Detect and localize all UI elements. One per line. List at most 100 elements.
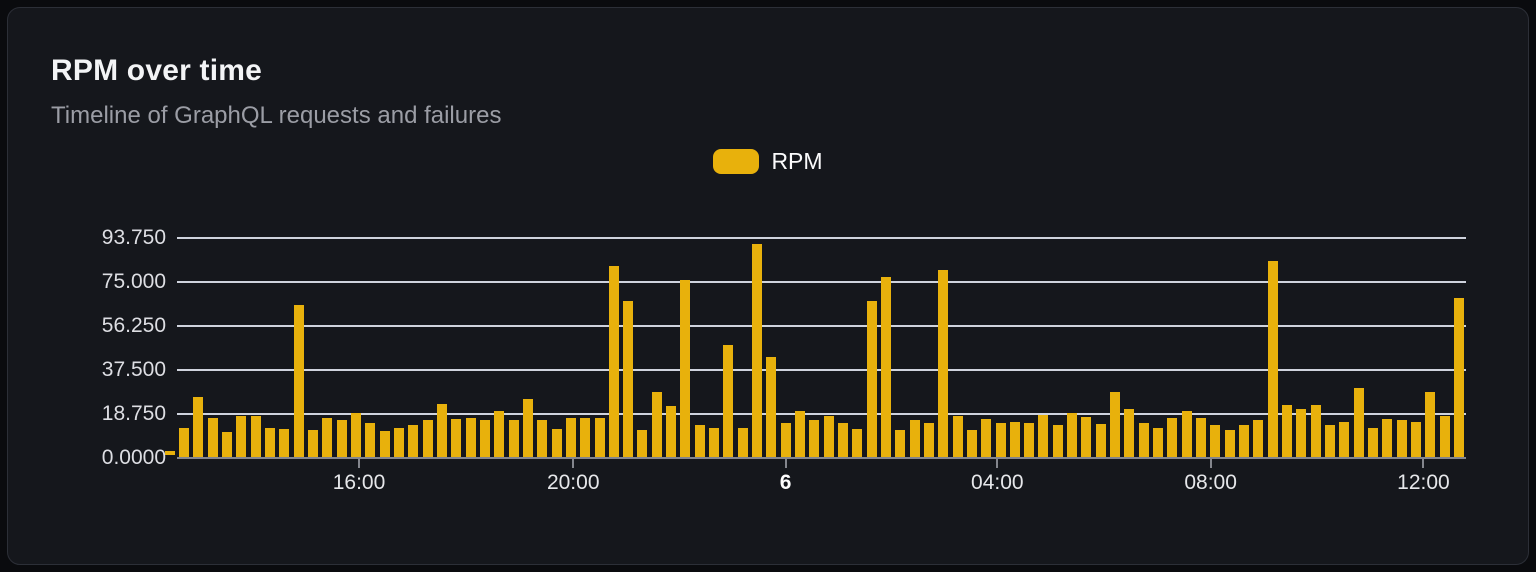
rpm-bar[interactable] [279,428,290,458]
rpm-bar[interactable] [308,429,319,458]
rpm-bar[interactable] [1181,411,1192,458]
rpm-bar[interactable] [479,420,490,458]
rpm-bar[interactable] [351,413,362,458]
rpm-bar[interactable] [494,411,505,458]
plot-area: 93.750 75.000 56.250 37.500 18.750 0.0000 16:0… [102,227,1466,494]
rpm-bar[interactable] [465,418,476,458]
rpm-bar[interactable] [436,404,447,458]
rpm-bar[interactable] [1367,427,1378,458]
rpm-bar[interactable] [1038,414,1049,458]
rpm-bar[interactable] [651,392,662,458]
rpm-bar[interactable] [895,429,906,458]
rpm-bar[interactable] [1382,419,1393,458]
rpm-bar[interactable] [250,415,261,458]
rpm-bar[interactable] [995,422,1006,458]
rpm-bar[interactable] [866,300,877,458]
rpm-bar[interactable] [365,422,376,458]
rpm-bar[interactable] [880,277,891,458]
rpm-bar[interactable] [1453,298,1464,458]
rpm-bar[interactable] [1196,418,1207,458]
rpm-bar[interactable] [780,422,791,458]
rpm-bar[interactable] [293,305,304,458]
gridline-75.000 [177,281,1466,283]
rpm-bar[interactable] [1009,421,1020,458]
rpm-bar[interactable] [1081,416,1092,458]
rpm-bar[interactable] [1024,422,1035,458]
rpm-bar[interactable] [1253,420,1264,458]
rpm-bar[interactable] [322,418,333,458]
rpm-bar[interactable] [966,429,977,458]
rpm-bar[interactable] [1124,408,1135,458]
rpm-bar[interactable] [1410,421,1421,458]
rpm-bar[interactable] [1396,420,1407,458]
rpm-bar[interactable] [565,418,576,458]
rpm-bar[interactable] [1439,415,1450,458]
rpm-bar[interactable] [451,419,462,458]
rpm-bar[interactable] [952,415,963,458]
rpm-bar[interactable] [1210,425,1221,458]
rpm-bar[interactable] [393,427,404,458]
rpm-bar[interactable] [336,420,347,458]
rpm-bar[interactable] [737,427,748,458]
rpm-bar[interactable] [852,428,863,458]
rpm-bar[interactable] [1067,413,1078,458]
rpm-bar[interactable] [666,406,677,458]
rpm-bar[interactable] [680,279,691,458]
x-axis-tick [784,458,787,468]
rpm-bar[interactable] [709,427,720,458]
rpm-bar[interactable] [222,432,233,458]
rpm-bar[interactable] [236,415,247,458]
rpm-bar[interactable] [1310,405,1321,458]
rpm-bar[interactable] [909,420,920,458]
x-axis-label: 20:00 [546,471,600,494]
rpm-bar[interactable] [193,397,204,458]
rpm-bar[interactable] [1167,418,1178,458]
gridline-18.750 [177,413,1466,415]
rpm-bar[interactable] [1095,423,1106,458]
rpm-bar[interactable] [981,419,992,458]
rpm-bar[interactable] [1052,425,1063,458]
rpm-bar[interactable] [795,411,806,458]
rpm-bar[interactable] [1425,392,1436,458]
rpm-bar[interactable] [608,265,619,458]
x-axis-label: 04:00 [971,471,1024,494]
rpm-bar[interactable] [752,244,763,458]
rpm-bar[interactable] [1324,425,1335,458]
rpm-bar[interactable] [938,270,949,458]
rpm-bar[interactable] [1239,425,1249,458]
rpm-bar[interactable] [551,428,562,458]
rpm-bar[interactable] [623,300,634,458]
rpm-bar[interactable] [1153,427,1164,458]
rpm-bar[interactable] [522,399,533,458]
rpm-bar[interactable] [408,425,419,458]
rpm-bar[interactable] [594,418,605,458]
rpm-bar[interactable] [1296,408,1307,458]
rpm-bar[interactable] [723,345,734,458]
rpm-bar[interactable] [422,420,433,458]
rpm-bar[interactable] [179,427,190,458]
rpm-bar[interactable] [1281,405,1292,458]
rpm-bar[interactable] [1110,392,1121,458]
rpm-bar[interactable] [207,418,218,458]
rpm-bar[interactable] [823,415,834,458]
rpm-bar[interactable] [1138,422,1149,458]
legend-label-rpm[interactable]: RPM [771,148,823,174]
rpm-bar[interactable] [837,422,848,458]
rpm-bar[interactable] [923,422,934,458]
legend-swatch-rpm[interactable] [713,149,760,174]
rpm-bar[interactable] [508,420,519,458]
rpm-bar[interactable] [265,427,276,458]
rpm-bar[interactable] [1267,260,1278,458]
rpm-bar[interactable] [1339,421,1350,458]
rpm-bar[interactable] [537,420,548,458]
rpm-bar[interactable] [379,431,390,458]
rpm-bar[interactable] [1224,429,1235,458]
rpm-bar[interactable] [637,429,648,458]
rpm-bar[interactable] [694,425,705,458]
rpm-bar[interactable] [1353,387,1364,458]
legend: RPM [8,148,1528,175]
rpm-bar[interactable] [766,357,777,458]
x-axis-label: 12:00 [1397,471,1450,494]
rpm-bar[interactable] [809,420,820,458]
rpm-bar[interactable] [580,418,591,458]
